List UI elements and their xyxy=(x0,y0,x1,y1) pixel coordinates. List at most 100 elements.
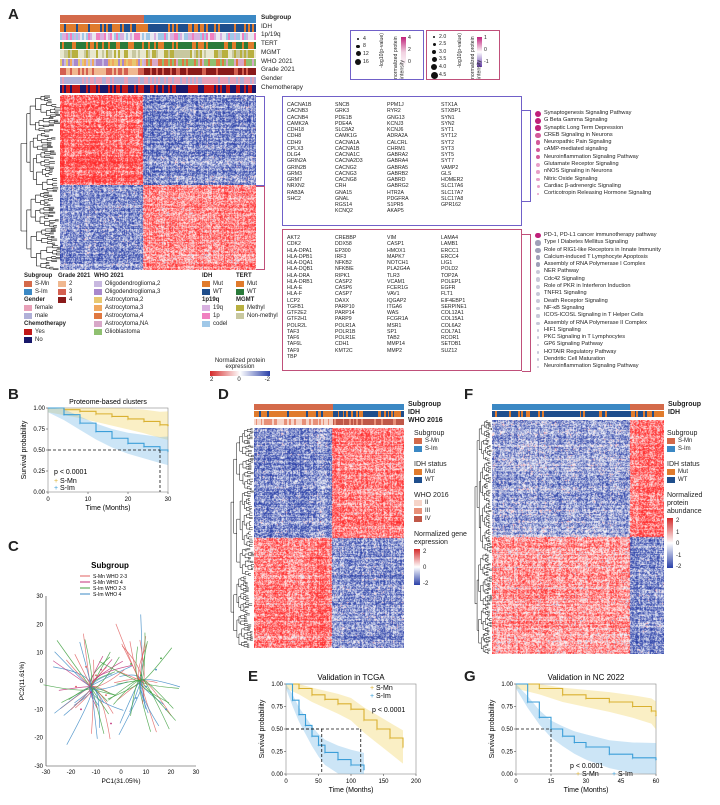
dendrogram-branch xyxy=(238,578,241,588)
colorbar-tick: 0 xyxy=(484,46,487,53)
dendrogram-branch xyxy=(482,535,485,549)
dendrogram-branch xyxy=(38,120,44,127)
dendrogram-branch xyxy=(43,199,49,203)
pathway-dot xyxy=(536,336,540,340)
gene-name: SYT12 xyxy=(441,133,457,140)
y-tick-label: 0.00 xyxy=(271,772,283,778)
dendrogram-branch xyxy=(53,119,59,122)
dendrogram-branch xyxy=(247,559,251,563)
dendrogram-branch xyxy=(245,584,248,587)
dendrogram-branch xyxy=(484,589,488,594)
dendrogram-branch xyxy=(26,113,31,163)
dendrogram-branch xyxy=(246,513,250,518)
dendrogram-branch xyxy=(48,198,54,201)
trajectory-point xyxy=(140,674,142,677)
gene-name: GRK3 xyxy=(335,108,350,115)
colorbar-tick: 4 xyxy=(408,35,411,41)
gene-name: DDX58 xyxy=(335,241,352,248)
pathway-label: Synaptogenesis Signaling Pathway xyxy=(544,110,632,116)
dendrogram-branch xyxy=(44,159,50,163)
panel-label-d: D xyxy=(218,386,229,403)
dendrogram-branch xyxy=(249,543,253,547)
dendrogram-branch xyxy=(487,489,491,493)
censor-mark: + xyxy=(167,424,170,429)
gene-name: MAPK7 xyxy=(387,253,405,260)
p-value: p < 0.0001 xyxy=(54,469,87,476)
dendrogram-branch xyxy=(489,624,492,627)
size-legend-dot xyxy=(356,44,360,48)
pathway-dot xyxy=(536,192,540,196)
dendrogram-branch xyxy=(239,463,243,481)
dendrogram-branch xyxy=(43,192,49,195)
gene-name: DAXX xyxy=(335,297,350,304)
dendrogram-branch xyxy=(485,603,488,607)
pathway-item: Neuroinflammation Signaling Pathway xyxy=(534,154,651,161)
dendrogram-branch xyxy=(43,195,48,198)
dendrogram-branch xyxy=(248,603,253,606)
gene-name: KCNJ6 xyxy=(387,127,404,133)
size-legend-value: 12 xyxy=(363,50,369,57)
pathway-label: Neuroinflammation Signaling Pathway xyxy=(544,363,639,370)
dendrogram-branch xyxy=(486,632,490,635)
gene-name: CASP1 xyxy=(387,241,405,248)
dendrogram-branch xyxy=(489,622,492,625)
pathway-label: Type I Diabetes Mellitus Signaling xyxy=(544,239,628,246)
gene-name: TOP2A xyxy=(441,272,458,279)
anno-subgroup-label: Subgroup xyxy=(408,401,442,408)
size-legend-value: 2.5 xyxy=(439,41,447,48)
legend-label: S-Im xyxy=(618,771,633,778)
dendrogram-branch xyxy=(487,450,490,455)
pathway-item: NER Pathway xyxy=(534,268,661,275)
dendrogram-branch xyxy=(482,566,485,574)
dendrogram-branch xyxy=(484,579,488,586)
dendrogram-branch xyxy=(488,445,491,448)
dendrogram-branch xyxy=(484,463,487,471)
gene-name: SP1 xyxy=(387,328,397,335)
gene-name: CACNG8 xyxy=(335,177,357,183)
dendrogram-branch xyxy=(248,509,252,512)
dendrogram-branch xyxy=(36,253,41,267)
censor-mark: + xyxy=(526,700,529,705)
gene-name: PDE4A xyxy=(335,120,353,127)
legend-chemo-no: No xyxy=(35,337,43,343)
gene-name: IQGAP2 xyxy=(387,297,407,304)
dendrogram-branch xyxy=(485,607,488,610)
dendrogram-branch xyxy=(240,584,244,590)
dendrogram-branch xyxy=(250,458,254,460)
expr-tick: 1 xyxy=(676,529,680,536)
gene-name: TAF9 xyxy=(287,347,300,354)
gene-name: SYT2 xyxy=(441,139,454,146)
pathway-dot xyxy=(536,170,540,174)
dendrogram-branch xyxy=(489,568,492,571)
legend-who-ana: Astrocytoma,NA xyxy=(105,321,149,327)
dendrogram-branch xyxy=(36,171,43,186)
survival-curve-sim xyxy=(516,683,657,760)
size-legend-dot xyxy=(430,71,438,79)
dendrogram-branch xyxy=(51,242,56,245)
legend-label: S-Im xyxy=(376,693,391,700)
dendrogram-branch xyxy=(486,503,489,509)
dendrogram-branch xyxy=(246,541,250,546)
dendrogram-branch xyxy=(244,430,248,437)
panel-d-annotation-tracks xyxy=(254,404,405,426)
legend-idh-mut: Mut xyxy=(213,281,224,287)
dendrogram-branch xyxy=(247,479,250,485)
gene-name: CAMK1G xyxy=(335,133,357,140)
pathway-item: Synaptic Long Term Depression xyxy=(534,125,651,132)
expr-tick: -1 xyxy=(676,552,682,559)
dendrogram-branch xyxy=(488,506,491,509)
dendrogram-branch xyxy=(484,644,488,648)
dendrogram-branch xyxy=(32,137,38,148)
dendrogram-branch xyxy=(476,579,479,631)
trajectory-curve xyxy=(66,686,93,745)
dendrogram-branch xyxy=(44,220,50,226)
dendrogram-branch xyxy=(485,442,489,445)
dendrogram-branch xyxy=(49,129,53,131)
size-legend-1-colorbar xyxy=(401,37,406,67)
dendrogram-branch xyxy=(488,585,491,588)
legend-pq-codel: codel xyxy=(213,321,228,327)
dendrogram-branch xyxy=(244,619,248,622)
gene-name: PARP10 xyxy=(335,303,355,310)
legend-who-a2: Astrocytoma,2 xyxy=(105,297,144,303)
dendrogram-branch xyxy=(244,571,249,575)
